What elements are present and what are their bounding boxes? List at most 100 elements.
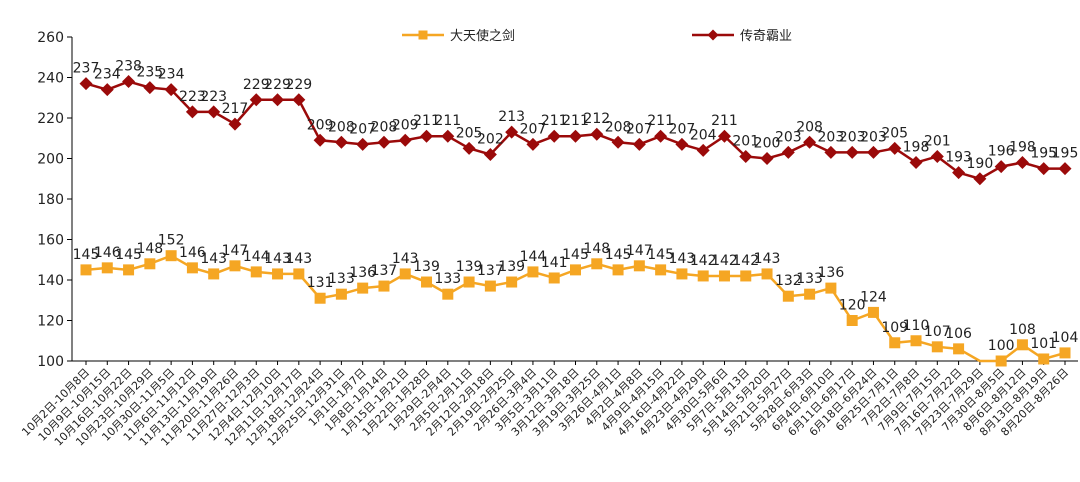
data-point-2: [1058, 162, 1072, 176]
data-point-2: [930, 149, 944, 163]
data-point-1: [335, 288, 347, 300]
data-label: 208: [371, 119, 398, 135]
data-label: 143: [285, 251, 312, 267]
data-label: 211: [562, 113, 589, 129]
data-point-2: [271, 93, 285, 107]
data-labels: 1451461451481521461431471441431431311331…: [73, 59, 1079, 354]
data-label: 108: [1009, 322, 1036, 338]
data-label: 207: [349, 121, 376, 137]
data-label: 145: [73, 247, 100, 263]
data-point-1: [527, 266, 539, 278]
data-label: 146: [179, 245, 206, 261]
data-point-1: [484, 280, 496, 292]
data-label: 136: [818, 265, 845, 281]
data-point-2: [973, 172, 987, 186]
data-label: 133: [796, 271, 823, 287]
data-point-2: [781, 145, 795, 159]
data-point-1: [186, 262, 198, 274]
data-label: 198: [903, 140, 930, 156]
data-label: 201: [732, 133, 759, 149]
data-point-2: [632, 137, 646, 151]
data-point-2: [675, 137, 689, 151]
data-label: 133: [328, 271, 355, 287]
data-label: 195: [1030, 146, 1057, 162]
data-label: 139: [498, 259, 525, 275]
data-point-2: [845, 145, 859, 159]
data-label: 223: [200, 89, 227, 105]
data-label: 208: [605, 119, 632, 135]
data-point-1: [570, 264, 581, 276]
data-label: 223: [179, 89, 206, 105]
data-point-1: [889, 337, 901, 349]
data-point-1: [80, 264, 92, 276]
data-label: 109: [881, 320, 908, 336]
data-point-1: [293, 268, 305, 280]
data-point-1: [825, 282, 837, 294]
legend-marker-1: [418, 30, 428, 40]
data-point-2: [398, 133, 412, 147]
data-label: 141: [541, 255, 568, 271]
data-point-1: [229, 260, 241, 272]
data-point-1: [1038, 353, 1050, 365]
data-label: 203: [818, 129, 845, 145]
data-label: 207: [626, 121, 653, 137]
data-label: 143: [669, 251, 696, 267]
data-point-1: [1016, 339, 1028, 351]
data-point-1: [591, 258, 603, 270]
data-point-2: [1015, 156, 1029, 170]
data-point-1: [101, 262, 113, 274]
data-point-2: [292, 93, 306, 107]
data-point-1: [697, 270, 709, 282]
data-label: 106: [945, 326, 972, 342]
data-point-1: [612, 264, 624, 276]
data-label: 136: [349, 265, 376, 281]
data-point-2: [888, 141, 902, 155]
data-label: 200: [754, 136, 781, 152]
data-point-1: [846, 315, 858, 326]
data-point-2: [696, 143, 710, 157]
data-label: 207: [669, 121, 696, 137]
data-label: 133: [434, 271, 461, 287]
data-point-1: [272, 268, 284, 280]
data-point-2: [313, 133, 327, 147]
data-point-2: [164, 83, 178, 97]
data-label: 234: [94, 67, 121, 83]
data-point-1: [931, 341, 943, 353]
data-label: 100: [988, 338, 1015, 354]
data-label: 195: [1052, 146, 1079, 162]
data-point-1: [357, 282, 369, 294]
data-point-2: [207, 105, 221, 119]
data-point-1: [399, 268, 411, 280]
data-label: 143: [264, 251, 291, 267]
data-point-1: [676, 268, 688, 280]
data-point-1: [314, 292, 326, 304]
y-tick-label: 220: [37, 111, 64, 127]
data-label: 202: [477, 131, 504, 147]
legend-label-1: 大天使之剑: [450, 28, 515, 44]
legend-label-2: 传奇霸业: [740, 28, 792, 44]
data-label: 144: [520, 249, 547, 265]
data-label: 201: [924, 133, 951, 149]
data-point-1: [165, 250, 177, 262]
data-point-1: [548, 272, 560, 284]
data-label: 145: [562, 247, 589, 263]
data-point-1: [208, 268, 220, 280]
data-point-2: [824, 145, 838, 159]
data-point-1: [718, 270, 730, 282]
data-label: 152: [158, 233, 185, 249]
data-point-2: [334, 135, 348, 149]
data-point-1: [633, 260, 645, 272]
data-point-1: [953, 343, 965, 355]
data-point-1: [867, 306, 879, 318]
data-label: 104: [1052, 330, 1079, 346]
data-point-1: [378, 280, 390, 292]
data-point-2: [79, 77, 93, 91]
data-label: 190: [967, 156, 994, 172]
data-point-2: [654, 129, 668, 143]
data-point-1: [761, 268, 773, 280]
data-label: 207: [520, 121, 547, 137]
data-label: 193: [945, 150, 972, 166]
data-label: 205: [456, 125, 483, 141]
y-axis: 100 120 140 160 180 200 220 240 260: [37, 30, 73, 370]
